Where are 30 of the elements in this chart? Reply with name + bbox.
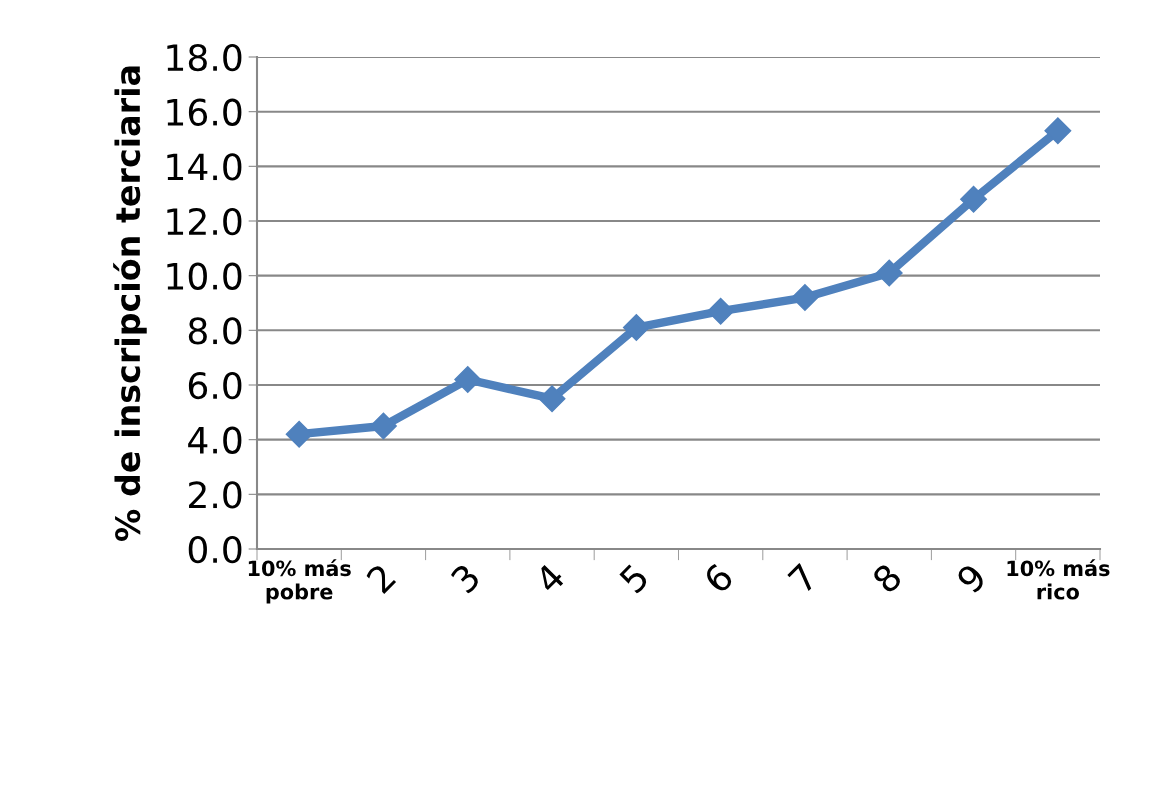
y-tick-label: 16.0 xyxy=(167,98,242,126)
y-tick-label: 12.0 xyxy=(167,207,242,236)
x-tick-label: 7 xyxy=(787,563,818,594)
point xyxy=(707,297,735,325)
x-tick-label: 4 xyxy=(533,562,566,595)
x-tick-label: 8 xyxy=(870,562,904,595)
point xyxy=(622,314,650,342)
x-tick-label: 9 xyxy=(955,562,988,595)
point xyxy=(1044,117,1072,145)
x-tick-label: 10% más rico xyxy=(1007,559,1110,600)
y-tick-label: 14.0 xyxy=(167,153,242,181)
y-axis-title: % de inscripción terciaria xyxy=(113,66,147,541)
point xyxy=(538,385,566,413)
x-tick-label: 3 xyxy=(449,562,482,595)
y-tick-label: 8.0 xyxy=(188,317,242,345)
y-tick-label: 10.0 xyxy=(167,262,242,290)
y-tick-label: 0.0 xyxy=(188,535,242,564)
x-tick-label: 6 xyxy=(702,562,735,595)
x-tick-label: 10% más pobre xyxy=(248,559,351,604)
y-tick-label: 18.0 xyxy=(167,43,242,72)
y-tick-label: 6.0 xyxy=(188,371,242,400)
y-tick-label: 4.0 xyxy=(188,426,242,454)
x-tick-label: 5 xyxy=(618,563,650,595)
point xyxy=(454,366,482,393)
point xyxy=(960,185,988,213)
x-tick-label: 2 xyxy=(365,563,397,594)
point xyxy=(791,284,819,311)
point xyxy=(875,259,903,287)
point xyxy=(285,420,313,448)
y-tick-label: 2.0 xyxy=(189,481,242,509)
